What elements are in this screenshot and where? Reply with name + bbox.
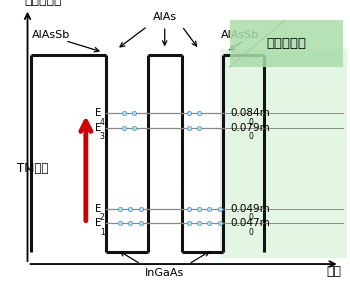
Text: 1: 1 (100, 228, 105, 237)
Text: AlAs: AlAs (153, 12, 177, 22)
Text: AlAsSb: AlAsSb (221, 30, 259, 40)
Text: 0: 0 (249, 132, 254, 141)
Text: AlAsSb: AlAsSb (33, 30, 71, 40)
Text: エネルギー: エネルギー (24, 0, 62, 7)
Text: 0.049m: 0.049m (230, 204, 270, 214)
Text: 4: 4 (100, 118, 105, 127)
Text: E: E (95, 123, 101, 133)
Point (121, 125, 126, 130)
Text: 電子の重さ: 電子の重さ (266, 37, 307, 50)
Text: TM偏光: TM偏光 (17, 162, 49, 175)
Text: 3: 3 (100, 132, 105, 141)
Text: E: E (95, 218, 101, 229)
Point (206, 221, 212, 226)
Point (196, 125, 202, 130)
Text: 0: 0 (249, 213, 254, 222)
Point (186, 125, 191, 130)
Text: 0.047m: 0.047m (230, 218, 270, 229)
Text: 0: 0 (249, 228, 254, 237)
Point (138, 221, 144, 226)
Text: InGaAs: InGaAs (145, 268, 184, 278)
Point (131, 125, 136, 130)
Text: 0: 0 (249, 118, 254, 127)
Point (196, 207, 202, 211)
Point (186, 111, 191, 115)
Bar (230, 20, 343, 67)
Point (138, 207, 144, 211)
Point (186, 207, 191, 211)
Point (217, 207, 222, 211)
Point (121, 111, 126, 115)
Point (117, 207, 123, 211)
Text: E: E (95, 204, 101, 214)
Point (117, 221, 123, 226)
Point (206, 207, 212, 211)
Point (217, 221, 222, 226)
Point (128, 207, 133, 211)
Point (131, 111, 136, 115)
Text: E: E (95, 108, 101, 118)
Text: 2: 2 (100, 213, 105, 222)
Point (196, 221, 202, 226)
Text: 位置: 位置 (326, 266, 341, 279)
Bar (219, 49, 346, 258)
Point (196, 111, 202, 115)
Point (128, 221, 133, 226)
Point (186, 221, 191, 226)
Text: 0.079m: 0.079m (230, 123, 270, 133)
Text: 0.084m: 0.084m (230, 108, 270, 118)
